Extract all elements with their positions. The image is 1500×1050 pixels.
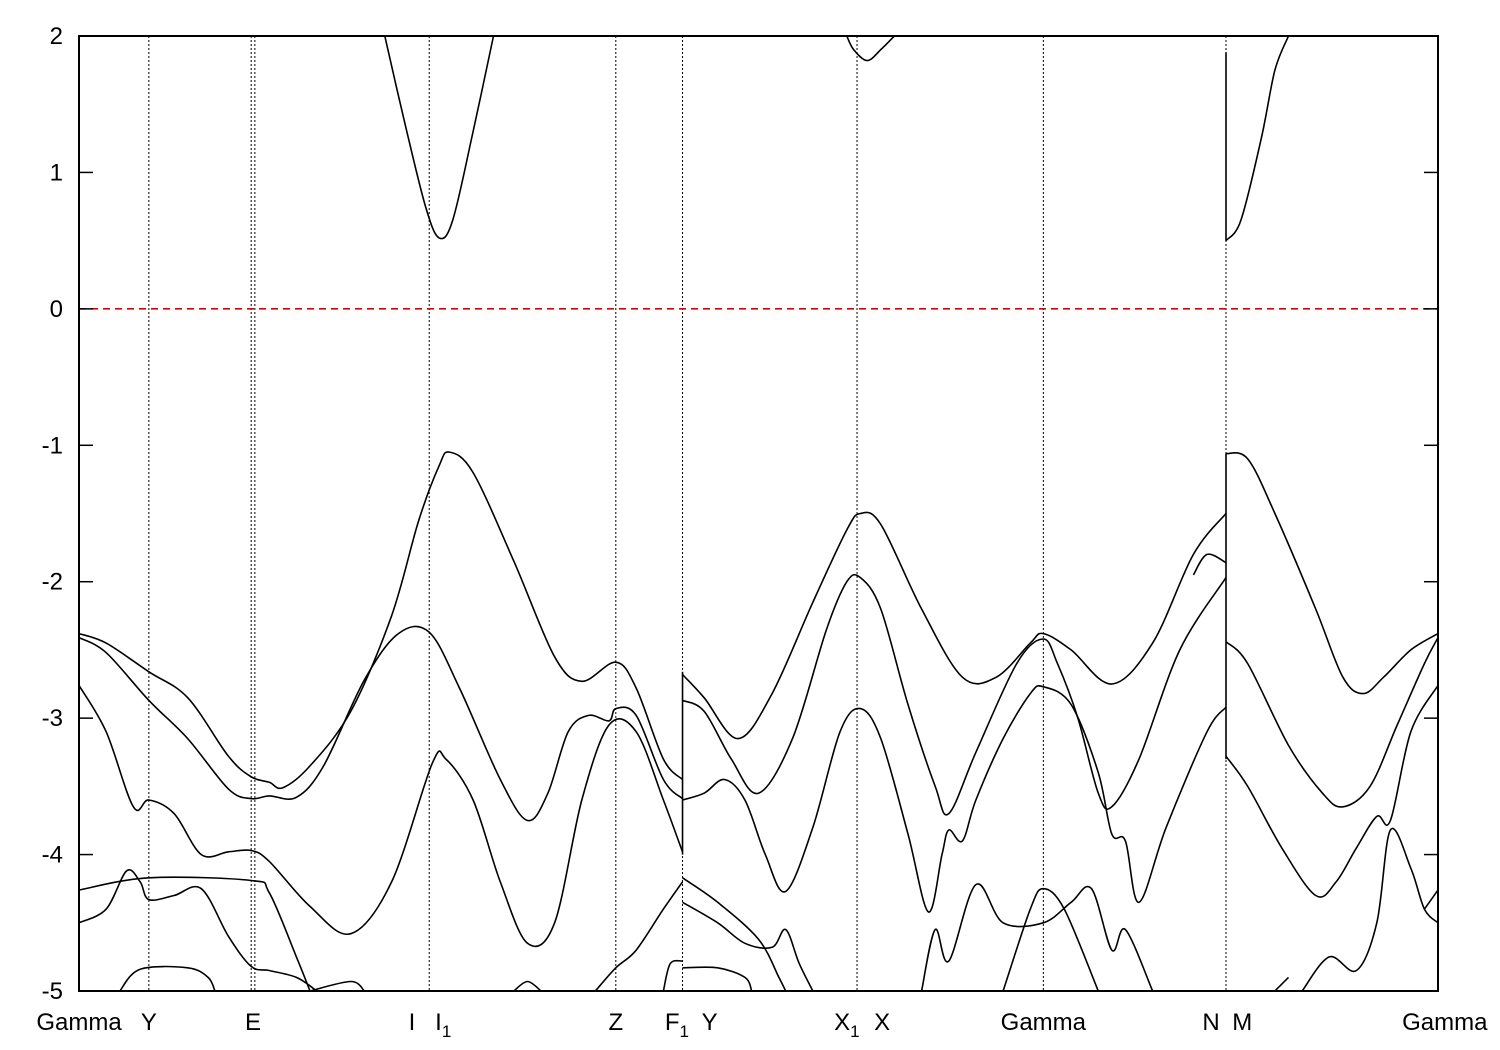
x-tick-label: Gamma <box>1402 1009 1488 1036</box>
band-curve-3 <box>79 869 318 991</box>
band-curve-27 <box>1225 36 1290 242</box>
y-tick-label: 2 <box>50 23 63 50</box>
y-tick-label: -4 <box>42 842 63 869</box>
band-curve-8 <box>594 881 684 991</box>
band-curve-25 <box>384 36 495 240</box>
band-curve-20 <box>1225 637 1438 808</box>
band-curve-13 <box>682 877 787 991</box>
y-tick-label: 0 <box>50 296 63 323</box>
band-curve-2 <box>79 684 684 948</box>
band-curve-15 <box>682 966 753 991</box>
x-tick-label: E <box>245 1009 261 1036</box>
x-tick-label: Y <box>702 1009 718 1036</box>
band-curve-11 <box>682 573 1227 816</box>
y-tick-labels: -5 -4 -3 -2 -1 0 1 2 <box>42 23 63 1005</box>
x-tick-label: Y <box>141 1009 157 1036</box>
band-curve-5 <box>119 965 216 991</box>
band-curve-12 <box>682 685 1227 913</box>
band-curve-1 <box>79 625 684 822</box>
x-tick-label: Gamma <box>36 1009 122 1036</box>
y-tick-label: -5 <box>42 978 63 1005</box>
band-curve-23 <box>1423 889 1438 910</box>
band-curve-26 <box>846 36 895 62</box>
band-curve-14 <box>682 901 814 991</box>
x-tick-label: Gamma <box>1001 1009 1087 1036</box>
band-curves <box>79 36 1438 991</box>
x-tick-label: I <box>409 1009 416 1036</box>
y-tick-label: -1 <box>42 432 63 459</box>
x-tick-label: I1 <box>435 1009 451 1041</box>
plot-frame <box>78 35 1439 992</box>
x-tick-label: M <box>1232 1009 1252 1036</box>
x-tick-label: N <box>1202 1009 1219 1036</box>
band-curve-19 <box>1225 451 1438 695</box>
x-tick-label: X1 <box>834 1009 859 1041</box>
band-curve-17 <box>1002 887 1100 991</box>
axis-ticks <box>79 35 1438 992</box>
band-curve-24 <box>1274 976 1290 991</box>
band-curve-22 <box>1301 827 1438 991</box>
y-tick-label: 1 <box>50 159 63 186</box>
y-tick-label: -2 <box>42 569 63 596</box>
band-curve-10 <box>681 511 1227 740</box>
band-curve-9 <box>662 959 683 991</box>
band-curve-6 <box>309 980 365 991</box>
high-symmetry-lines <box>148 36 1227 991</box>
band-curve-21 <box>1225 684 1438 898</box>
x-tick-label: X <box>874 1009 890 1036</box>
band-curve-0 <box>79 451 684 790</box>
band-curve-7 <box>513 980 542 991</box>
x-tick-labels: Gamma Y E I I1 Z F1 Y X1 X Gamma N M Gamma <box>36 1009 1488 1041</box>
y-tick-label: -3 <box>42 705 63 732</box>
x-tick-label: Z <box>608 1009 623 1036</box>
band-curve-18 <box>1192 553 1227 576</box>
x-tick-label: F1 <box>665 1009 689 1041</box>
band-curve-4 <box>79 876 311 991</box>
band-curve-16 <box>920 883 1154 991</box>
